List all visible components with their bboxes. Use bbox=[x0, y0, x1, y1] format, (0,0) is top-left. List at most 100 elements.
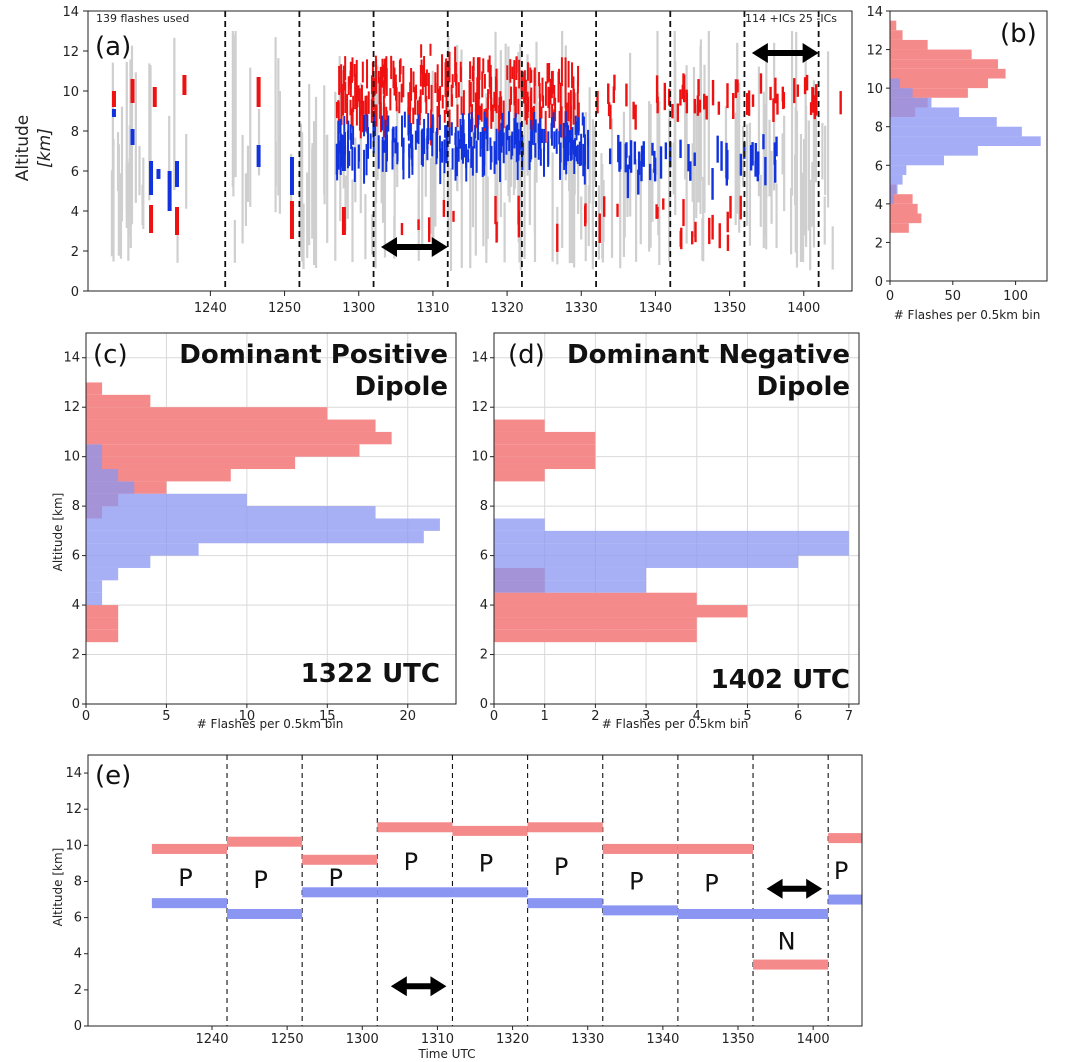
y-tick-label: 8 bbox=[875, 121, 883, 136]
y-tick-label: 6 bbox=[480, 549, 488, 564]
negative-bin-bar bbox=[86, 567, 119, 581]
positive-bin-bar bbox=[86, 444, 360, 457]
positive-charge-level bbox=[227, 836, 303, 847]
time-window-arrow bbox=[766, 878, 823, 899]
time-window-arrow-head-left bbox=[390, 976, 407, 997]
time-window-arrow-head-right bbox=[431, 237, 448, 257]
positive-bin-bar bbox=[86, 481, 167, 494]
dipole-type-positive: P bbox=[328, 864, 342, 892]
negative-bin-bar bbox=[86, 530, 424, 544]
panel-a-note-left: 139 flashes used bbox=[96, 12, 189, 25]
x-tick-label: 4 bbox=[693, 709, 701, 724]
panel-d-label: (d) bbox=[508, 340, 545, 370]
x-tick-label: 1400 bbox=[797, 1032, 830, 1047]
negative-charge-level bbox=[227, 908, 303, 919]
negative-bin-bar bbox=[890, 117, 997, 127]
y-tick-label: 4 bbox=[71, 205, 79, 220]
positive-charge-level bbox=[452, 825, 528, 836]
negative-bin-bar bbox=[86, 481, 135, 494]
panel-c-plot-area: 0 2 4 6 8 10 12 14 0 5 10 15 20 bbox=[63, 332, 457, 724]
dipole-type-positive: P bbox=[629, 868, 643, 896]
x-tick-label: 1250 bbox=[268, 301, 301, 316]
y-tick-label: 14 bbox=[62, 5, 79, 20]
x-tick-label: 1240 bbox=[195, 1032, 228, 1047]
x-tick-label: 20 bbox=[399, 709, 416, 724]
negative-bin-bar bbox=[494, 543, 849, 556]
panel-a-background bbox=[88, 11, 852, 291]
positive-bin-bar bbox=[890, 68, 1006, 79]
time-window-arrow-head-left bbox=[380, 237, 397, 257]
dipole-type-positive: P bbox=[404, 848, 418, 876]
x-tick-label: 1310 bbox=[416, 301, 449, 316]
positive-bin-bar bbox=[86, 431, 392, 445]
x-tick-label: 50 bbox=[945, 289, 962, 304]
x-tick-label: 1350 bbox=[721, 1032, 754, 1047]
positive-bin-bar bbox=[494, 567, 545, 581]
negative-bin-bar bbox=[890, 126, 1022, 137]
panel-b-frame bbox=[889, 10, 1048, 282]
negative-bin-bar bbox=[86, 444, 103, 457]
x-tick-label: 1340 bbox=[639, 301, 672, 316]
positive-bin-bar bbox=[494, 469, 545, 482]
negative-bin-bar bbox=[890, 97, 932, 108]
panel-background bbox=[494, 333, 859, 704]
negative-bin-bar bbox=[494, 567, 647, 581]
negative-charge-level bbox=[151, 898, 228, 909]
x-tick-label: 1350 bbox=[713, 301, 746, 316]
negative-charge-level bbox=[452, 887, 528, 898]
positive-bin-bar bbox=[494, 444, 596, 457]
positive-charge-level bbox=[602, 843, 678, 854]
x-tick-label: 6 bbox=[794, 709, 802, 724]
positive-charge-level bbox=[677, 843, 754, 854]
positive-bin-bar bbox=[494, 580, 545, 593]
y-tick-label: 14 bbox=[471, 351, 488, 366]
panel-e-frame bbox=[87, 754, 863, 1027]
positive-bin-bar bbox=[494, 629, 697, 643]
x-tick-label: 5 bbox=[162, 709, 170, 724]
y-tick-label: 0 bbox=[71, 285, 79, 300]
y-tick-label: 6 bbox=[72, 549, 80, 564]
panel-e-ylabel: Altitude [km] bbox=[51, 848, 65, 927]
panel-a-frame bbox=[87, 10, 853, 292]
negative-bin-bar bbox=[890, 194, 894, 204]
y-tick-label: 4 bbox=[72, 598, 80, 613]
positive-bin-bar bbox=[890, 88, 968, 98]
panel-d-xlabel: # Flashes per 0.5km bin bbox=[602, 717, 749, 731]
positive-bin-bar bbox=[86, 506, 103, 519]
time-window-arrow bbox=[390, 976, 447, 997]
panel-b-plot-area: 0 2 4 6 8 10 12 14 0 50 100 bbox=[866, 5, 1048, 304]
negative-bin-bar bbox=[494, 555, 799, 568]
positive-charge-level bbox=[527, 822, 603, 833]
panel-a-dense-bands bbox=[335, 43, 842, 252]
time-window-arrow bbox=[751, 43, 819, 63]
x-tick-label: 7 bbox=[845, 709, 853, 724]
x-tick-label: 1240 bbox=[194, 301, 227, 316]
y-tick-label: 12 bbox=[65, 802, 82, 817]
x-tick-label: 5 bbox=[743, 709, 751, 724]
negative-bin-bar bbox=[86, 493, 247, 507]
time-window-arrow-head-right bbox=[430, 976, 447, 997]
time-window-arrow-head-right bbox=[802, 43, 819, 63]
negative-charge-level bbox=[602, 905, 678, 916]
negative-bin-bar bbox=[890, 107, 960, 118]
positive-charge-level bbox=[377, 822, 453, 833]
negative-bin-bar bbox=[86, 456, 103, 470]
x-tick-label: 1320 bbox=[491, 301, 524, 316]
y-tick-label: 10 bbox=[62, 85, 79, 100]
panel-a-note-right: 114 +ICs 25 -ICs bbox=[745, 12, 837, 25]
positive-bin-bar bbox=[86, 382, 103, 395]
title-line: Dominant Negative bbox=[567, 340, 850, 370]
negative-bin-bar bbox=[890, 78, 901, 89]
dipole-type-positive: P bbox=[704, 869, 718, 897]
positive-bin-bar bbox=[890, 107, 916, 118]
panel-c-xlabel: # Flashes per 0.5km bin bbox=[197, 717, 344, 731]
positive-charge-level bbox=[151, 843, 228, 854]
positive-charge-level bbox=[302, 854, 378, 865]
x-tick-label: 0 bbox=[82, 709, 90, 724]
panel-c-label: (c) bbox=[93, 340, 128, 370]
negative-bin-bar bbox=[86, 580, 103, 593]
x-tick-label: 1310 bbox=[421, 1032, 454, 1047]
positive-bin-bar bbox=[494, 456, 596, 470]
positive-bin-bar bbox=[890, 20, 897, 31]
x-tick-label: 0 bbox=[886, 289, 894, 304]
